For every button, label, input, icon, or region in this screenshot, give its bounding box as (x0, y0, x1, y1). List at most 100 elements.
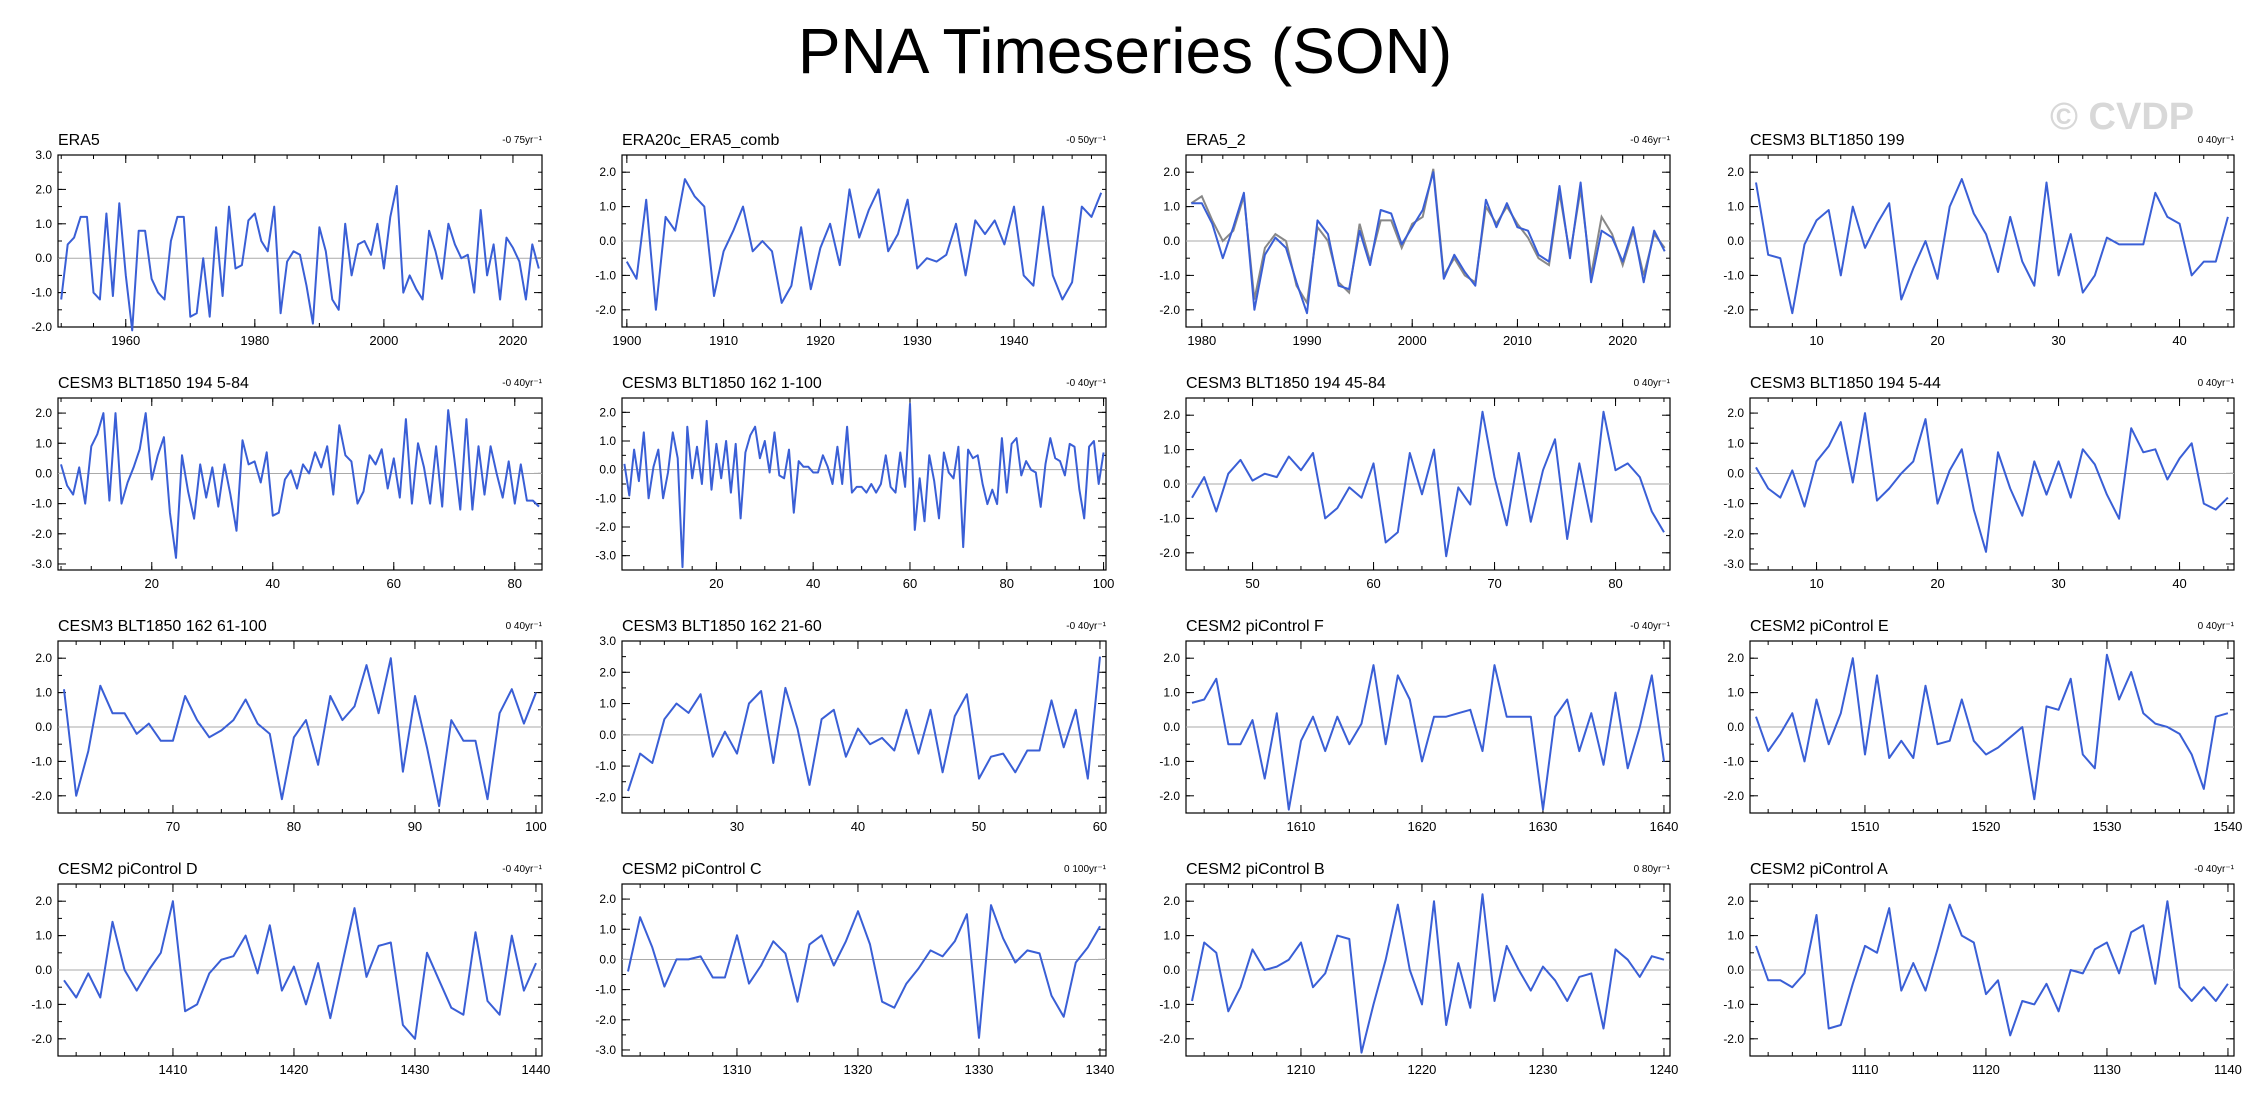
y-tick-label: -1.0 (31, 997, 52, 1011)
x-tick-label: 1910 (709, 333, 738, 348)
x-tick-label: 1980 (1187, 333, 1216, 348)
panel-title: CESM3 BLT1850 199 (1750, 132, 1905, 149)
panel-12: CESM2 piControl E 0 40yr⁻¹ -2.0 -1.0 0.0 1.0 2… (1723, 618, 2242, 834)
y-tick-label: -1.0 (595, 491, 616, 505)
y-tick-label: -3.0 (31, 557, 52, 571)
panel-5: CESM3 BLT1850 194 5-84 -0 40yr⁻¹ -3.0 -2.0 -… (31, 375, 542, 591)
panel-frame (621, 397, 1107, 571)
y-tick-label: -2.0 (1723, 527, 1744, 541)
y-tick-label: 0.0 (35, 720, 52, 734)
y-tick-label: -1.0 (1159, 754, 1180, 768)
y-tick-label: 2.0 (1727, 894, 1744, 908)
x-tick-label: 1940 (1000, 333, 1029, 348)
x-tick-label: 80 (1000, 576, 1014, 591)
panel-title: CESM2 piControl F (1186, 618, 1324, 635)
y-tick-label: -2.0 (595, 790, 616, 804)
series-line (1191, 664, 1665, 811)
panel-trend: -0 40yr⁻¹ (502, 378, 542, 389)
y-tick-label: 1.0 (35, 686, 52, 700)
panel-frame (621, 640, 1107, 814)
x-tick-label: 50 (972, 819, 986, 834)
series-line (63, 657, 537, 808)
y-tick-label: 0.0 (599, 463, 616, 477)
panel-title: CESM3 BLT1850 162 61-100 (58, 618, 267, 635)
x-tick-label: 1420 (279, 1062, 308, 1077)
panel-4: CESM3 BLT1850 199 0 40yr⁻¹ -2.0 -1.0 0.0 1.0 2… (1723, 132, 2234, 348)
panel-16: CESM2 piControl A -0 40yr⁻¹ -2.0 -1.0 0.0 1.0… (1723, 861, 2242, 1077)
series-line (1191, 171, 1666, 315)
series-line (627, 656, 1101, 792)
y-tick-label: 0.0 (1727, 234, 1744, 248)
x-tick-label: 40 (806, 576, 820, 591)
y-tick-label: 2.0 (1163, 651, 1180, 665)
y-tick-label: 3.0 (599, 634, 616, 648)
x-tick-label: 40 (2172, 576, 2186, 591)
y-tick-label: -2.0 (1159, 546, 1180, 560)
y-tick-label: -2.0 (31, 320, 52, 334)
x-tick-label: 1310 (722, 1062, 751, 1077)
y-tick-label: -2.0 (1159, 303, 1180, 317)
y-tick-label: -3.0 (595, 549, 616, 563)
x-tick-label: 1330 (964, 1062, 993, 1077)
series-line (627, 904, 1101, 1039)
x-tick-label: 1140 (2214, 1062, 2242, 1077)
series-line (1755, 900, 2229, 1037)
x-tick-label: 1520 (1971, 819, 2000, 834)
y-tick-label: -1.0 (595, 268, 616, 282)
y-tick-label: 2.0 (1163, 165, 1180, 179)
x-tick-label: 1540 (2213, 819, 2242, 834)
x-tick-label: 80 (508, 576, 522, 591)
y-tick-label: 1.0 (1727, 929, 1744, 943)
x-tick-label: 1110 (1851, 1062, 1878, 1077)
series-line (63, 900, 537, 1040)
y-tick-label: 2.0 (1727, 165, 1744, 179)
y-tick-label: 0.0 (599, 234, 616, 248)
x-tick-label: 80 (1608, 576, 1622, 591)
panel-7: CESM3 BLT1850 194 45-84 0 40yr⁻¹ -2.0 -1.0 0… (1159, 375, 1670, 591)
y-tick-label: -1.0 (1723, 497, 1744, 511)
y-tick-label: 2.0 (1163, 408, 1180, 422)
panel-8: CESM3 BLT1850 194 5-44 0 40yr⁻¹ -3.0 -2.0 -1… (1723, 375, 2234, 591)
x-tick-label: 60 (1366, 576, 1380, 591)
y-tick-label: -1.0 (1723, 268, 1744, 282)
x-tick-label: 80 (287, 819, 301, 834)
y-tick-label: -2.0 (1159, 1032, 1180, 1046)
panel-title: CESM2 piControl B (1186, 861, 1325, 878)
y-tick-label: 0.0 (1163, 234, 1180, 248)
x-tick-label: 20 (1930, 333, 1944, 348)
x-tick-label: 30 (2051, 333, 2065, 348)
x-tick-label: 2020 (498, 333, 527, 348)
x-tick-label: 30 (730, 819, 744, 834)
panel-trend: -0 75yr⁻¹ (502, 135, 542, 146)
panel-15: CESM2 piControl B 0 80yr⁻¹ -2.0 -1.0 0.0 1.0 2… (1159, 861, 1678, 1077)
panel-6: CESM3 BLT1850 162 1-100 -0 40yr⁻¹ -3.0 -2.0… (595, 375, 1114, 591)
x-tick-label: 1920 (806, 333, 835, 348)
x-tick-label: 100 (525, 819, 547, 834)
x-tick-label: 1320 (843, 1062, 872, 1077)
panel-frame (1749, 397, 2235, 571)
y-tick-label: 2.0 (1727, 651, 1744, 665)
x-tick-label: 1610 (1286, 819, 1315, 834)
x-tick-label: 60 (387, 576, 401, 591)
x-tick-label: 1340 (1085, 1062, 1114, 1077)
panel-title: CESM3 BLT1850 162 1-100 (622, 375, 822, 392)
y-tick-label: -1.0 (595, 759, 616, 773)
panel-trend: -0 40yr⁻¹ (1066, 621, 1106, 632)
x-tick-label: 1930 (903, 333, 932, 348)
x-tick-label: 2010 (1503, 333, 1532, 348)
panel-title: CESM3 BLT1850 162 21-60 (622, 618, 822, 635)
x-tick-label: 1620 (1407, 819, 1436, 834)
panel-trend: 0 80yr⁻¹ (1634, 864, 1671, 875)
x-tick-label: 1130 (2093, 1062, 2121, 1077)
x-tick-label: 1410 (158, 1062, 187, 1077)
panel-title: CESM2 piControl A (1750, 861, 1888, 878)
panel-trend: -0 40yr⁻¹ (1066, 378, 1106, 389)
y-tick-label: 2.0 (35, 651, 52, 665)
y-tick-label: -2.0 (595, 520, 616, 534)
y-tick-label: 0.0 (599, 728, 616, 742)
x-tick-label: 60 (903, 576, 917, 591)
series-line (60, 185, 540, 332)
y-tick-label: 0.0 (35, 466, 52, 480)
y-tick-label: 3.0 (35, 148, 52, 162)
x-tick-label: 40 (851, 819, 865, 834)
